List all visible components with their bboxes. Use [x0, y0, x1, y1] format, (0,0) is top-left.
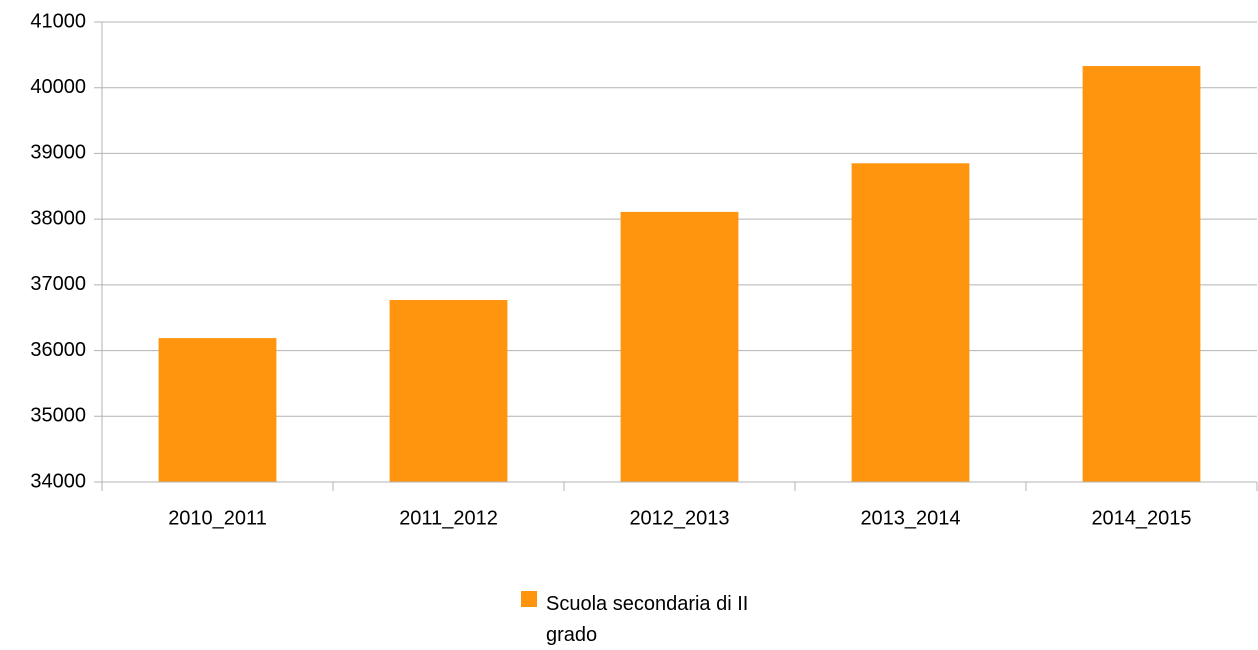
- y-tick-label: 35000: [30, 405, 86, 427]
- x-tick-label: 2011_2012: [399, 507, 498, 529]
- bar: [158, 338, 277, 482]
- y-tick-label: 38000: [30, 207, 86, 229]
- x-tick-label: 2012_2013: [629, 507, 729, 529]
- y-tick-label: 36000: [30, 339, 86, 361]
- y-tick-label: 41000: [30, 10, 86, 32]
- y-tick-label: 39000: [30, 142, 86, 164]
- bar: [389, 299, 508, 482]
- x-tick-label: 2013_2014: [860, 507, 960, 529]
- y-tick-label: 37000: [30, 273, 86, 295]
- bar: [1082, 66, 1201, 483]
- x-tick-label: 2014_2015: [1091, 507, 1191, 529]
- y-tick-label: 40000: [30, 76, 86, 98]
- bar: [851, 163, 970, 483]
- legend-label: Scuola secondaria di II grado: [546, 593, 749, 646]
- y-tick-label: 34000: [30, 470, 86, 492]
- bar: [620, 211, 739, 482]
- legend-swatch: [521, 591, 537, 607]
- x-tick-label: 2010_2011: [168, 507, 267, 529]
